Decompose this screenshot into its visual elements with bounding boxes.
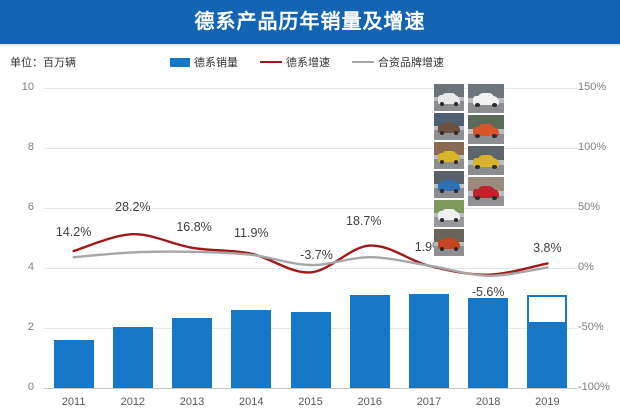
- x-axis-tick-2012: 2012: [120, 396, 146, 408]
- bar-forecast-2019[interactable]: [527, 295, 568, 324]
- y-axis-right-tick: 50%: [578, 201, 601, 213]
- data-label-2013: 16.8%: [176, 219, 212, 234]
- bar-2014[interactable]: [231, 310, 272, 388]
- x-axis-tick-2013: 2013: [179, 396, 205, 408]
- y-axis-right-tick: 150%: [578, 81, 607, 93]
- bar-2016[interactable]: [349, 295, 390, 388]
- plot-area: 14.2% 28.2% 16.8% 11.9% -3.7% 18.7% 1.9% -5.6% 3…: [0, 78, 620, 417]
- bar-2012[interactable]: [112, 326, 153, 388]
- axis-baseline: [44, 388, 577, 389]
- data-label-2014: 11.9%: [234, 225, 269, 240]
- y-axis-left-tick: 4: [27, 261, 34, 273]
- legend-item-line-jv-growth[interactable]: 合资品牌增速: [352, 54, 444, 70]
- data-label-2011: 14.2%: [55, 224, 92, 239]
- data-label-2015: -3.7%: [300, 248, 333, 263]
- data-label-2016: 18.7%: [345, 213, 382, 228]
- car-photo-right-4: [468, 177, 504, 206]
- legend-item-line-german-growth[interactable]: 德系增速: [260, 54, 330, 70]
- car-photo-left-6: [434, 229, 464, 256]
- car-photo-right-2: [468, 115, 504, 144]
- legend-swatch-line-red-icon: [260, 61, 282, 63]
- line-jv-growth: [72, 250, 549, 278]
- legend-swatch-bar-icon: [170, 57, 190, 67]
- chart-legend: 德系销量 德系增速 合资品牌增速: [170, 54, 444, 70]
- y-axis-left-tick: 8: [27, 141, 34, 153]
- y-axis-left-tick: 10: [21, 81, 34, 93]
- y-axis-left-tick: 2: [27, 321, 34, 333]
- y-axis-right-tick: 100%: [578, 141, 607, 153]
- car-photo-left-5: [434, 200, 464, 227]
- y-axis-right-tick: -50%: [578, 321, 604, 333]
- data-label-2018: -5.6%: [471, 284, 505, 299]
- car-photo-left-1: [434, 84, 464, 111]
- bar-2013[interactable]: [172, 317, 213, 388]
- x-axis-tick-2015: 2015: [298, 396, 323, 408]
- x-axis-tick-2016: 2016: [357, 396, 382, 408]
- x-axis-tick-2018: 2018: [475, 396, 501, 408]
- legend-swatch-line-gray-icon: [352, 61, 374, 63]
- bar-2018[interactable]: [468, 298, 509, 388]
- legend-label-jv-growth: 合资品牌增速: [378, 57, 444, 69]
- legend-label-german-growth: 德系增速: [286, 57, 330, 69]
- bar-2017[interactable]: [408, 293, 449, 388]
- legend-label-sales: 德系销量: [194, 57, 238, 69]
- car-photo-left-4: [434, 171, 464, 198]
- y-axis-right-tick: -100%: [578, 381, 610, 393]
- data-label-2019: 3.8%: [533, 241, 562, 256]
- car-photo-right-1: [468, 84, 504, 113]
- y-axis-left-tick: 0: [27, 381, 34, 393]
- car-photo-left-2: [434, 113, 464, 140]
- data-label-2012: 28.2%: [115, 200, 151, 215]
- y-axis-left-tick: 6: [27, 201, 34, 213]
- line-series: [72, 232, 549, 278]
- photo-column-right: [468, 84, 504, 206]
- title-bar: [0, 0, 620, 44]
- bar-2019[interactable]: [527, 323, 568, 388]
- x-axis-tick-2019: 2019: [535, 396, 560, 408]
- car-photo-right-3: [468, 146, 504, 175]
- unit-note: 单位：百万辆: [10, 57, 76, 69]
- legend-item-bar-sales[interactable]: 德系销量: [170, 54, 238, 70]
- gridline: [44, 148, 577, 149]
- bar-2011[interactable]: [53, 340, 94, 388]
- x-axis-tick-2017: 2017: [416, 396, 442, 408]
- x-axis-tick-2011: 2011: [61, 396, 86, 408]
- page-title: 德系产品历年销量及增速: [194, 11, 426, 33]
- car-photo-left-3: [434, 142, 464, 169]
- y-axis-right-tick: 0%: [578, 261, 594, 273]
- title-divider: [0, 44, 620, 46]
- photo-column-left: [434, 84, 464, 256]
- x-axis-tick-2014: 2014: [239, 396, 264, 408]
- gridline: [44, 208, 577, 209]
- bar-2015[interactable]: [290, 311, 331, 388]
- gridline: [44, 268, 577, 269]
- gridline: [44, 88, 577, 89]
